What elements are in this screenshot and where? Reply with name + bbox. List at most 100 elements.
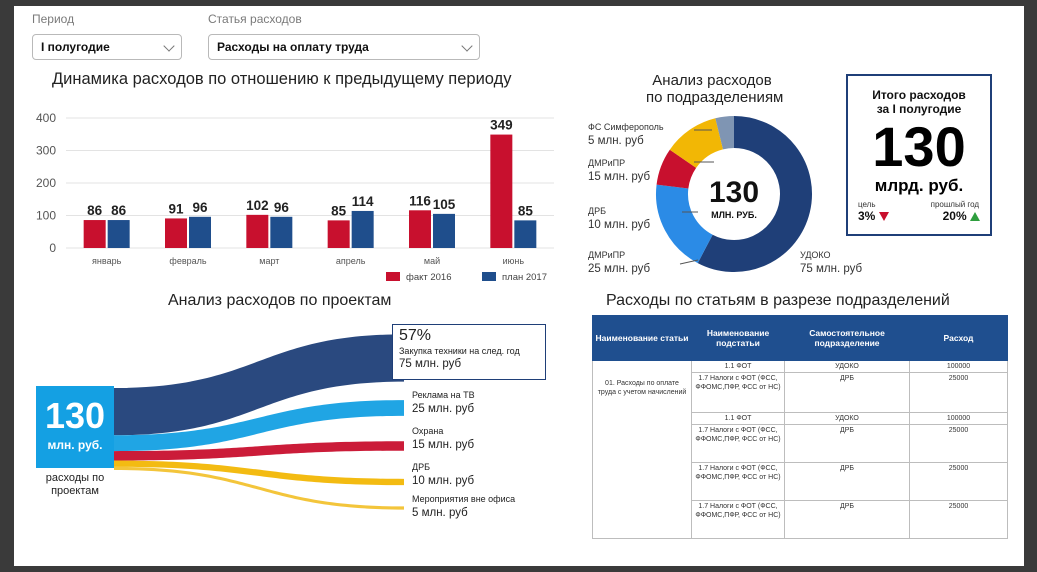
projects-total-value: 130 <box>44 395 106 436</box>
donut-label-amount: 5 млн. руб <box>588 135 644 147</box>
expense-table: Наименование статьи Наименование подстат… <box>592 315 1008 539</box>
table-cell-sub: 1.7 Налоги с ФОТ (ФСС, ФФОМС,ПФР, ФСС от… <box>691 424 785 463</box>
table-cell-sub: 1.1 ФОТ <box>691 360 785 373</box>
donut-label-amount: 25 млн. руб <box>588 263 651 275</box>
total-title-line2: за I полугодие <box>876 102 962 116</box>
period-value: I полугодие <box>41 40 110 54</box>
project-callout-0: 57% Закупка техники на след. год 75 млн.… <box>392 324 546 380</box>
period-select[interactable]: I полугодие <box>32 34 182 60</box>
bar-value-label: 105 <box>433 197 456 212</box>
table-cell-dept: ДРБ <box>784 462 910 501</box>
projects-flow-chart <box>114 334 404 510</box>
flow-band <box>114 334 404 436</box>
goal-label: цель <box>858 200 876 209</box>
arrow-up-icon <box>970 212 980 222</box>
bar-value-label: 102 <box>246 198 269 213</box>
donut-title: Анализ расходов по подразделениям <box>646 72 784 106</box>
y-tick-label: 300 <box>36 144 56 158</box>
table-cell-sub: 1.7 Налоги с ФОТ (ФСС, ФФОМС,ПФР, ФСС от… <box>691 500 785 539</box>
table-cell-amount: 25000 <box>909 424 1008 463</box>
donut-label-fs: ФС Симферополь 5 млн. руб <box>588 120 664 148</box>
bar-value-label: 86 <box>111 203 127 218</box>
goal-value: 3% <box>858 209 876 223</box>
table-cell-dept: ДРБ <box>784 500 910 539</box>
donut-label-name: ДМРиПР <box>588 158 626 168</box>
goal-indicator: цель 3% <box>858 200 889 223</box>
project-amount: 15 млн. руб <box>412 439 475 451</box>
prev-year-value: 20% <box>942 209 967 223</box>
expense-item-select[interactable]: Расходы на оплату труда <box>208 34 480 60</box>
bar-fact <box>165 218 187 248</box>
donut-slice <box>669 118 724 169</box>
bar-fact <box>246 214 269 248</box>
y-tick-label: 100 <box>36 209 56 223</box>
table-row: 1.7 Налоги с ФОТ (ФСС, ФФОМС,ПФР, ФСС от… <box>593 424 1008 463</box>
table-header: Наименование подстатьи <box>691 315 785 361</box>
donut-label-amount: 15 млн. руб <box>588 171 651 183</box>
table-row: 1.7 Налоги с ФОТ (ФСС, ФФОМС,ПФР, ФСС от… <box>593 372 1008 413</box>
legend-swatch <box>482 272 496 281</box>
table-cell-article: 01. Расходы по оплате труда с учетом нач… <box>592 360 692 539</box>
table-cell-dept: УДОКО <box>784 360 910 373</box>
table-cell-amount: 25000 <box>909 500 1008 539</box>
projects-title: Анализ расходов по проектам <box>168 292 392 309</box>
project-amount: 75 млн. руб <box>399 358 462 370</box>
arrow-down-icon <box>878 212 889 222</box>
project-amount: 25 млн. руб <box>412 403 475 415</box>
flow-band <box>114 400 404 452</box>
bar-plan <box>351 210 374 248</box>
total-title-line1: Итого расходов <box>872 88 966 102</box>
x-tick-label: февраль <box>169 256 206 266</box>
donut-title-line2: по подразделениям <box>646 89 784 106</box>
bar-fact <box>409 210 431 248</box>
donut-center-unit: МЛН. РУБ. <box>711 210 757 220</box>
table-cell-amount: 25000 <box>909 462 1008 501</box>
bar-value-label: 96 <box>274 200 290 215</box>
leader-line <box>679 259 699 265</box>
table-header-row: Наименование статьи Наименование подстат… <box>592 315 1008 361</box>
legend-label: факт 2016 <box>406 272 452 283</box>
project-name: ДРБ <box>412 462 431 472</box>
bar-plan <box>189 216 211 248</box>
table-header: Самостоятельное подразделение <box>784 315 910 361</box>
table-row: 1.7 Налоги с ФОТ (ФСС, ФФОМС,ПФР, ФСС от… <box>593 462 1008 501</box>
donut-slice <box>715 116 735 150</box>
bar-plan <box>433 213 455 248</box>
bar-plan <box>107 220 130 248</box>
x-tick-label: июнь <box>503 256 525 266</box>
y-tick-label: 0 <box>49 241 56 255</box>
bar-value-label: 96 <box>192 200 208 215</box>
project-name: Мероприятия вне офиса <box>412 494 516 504</box>
project-percent: 57% <box>399 327 432 344</box>
bar-value-label: 85 <box>331 203 347 218</box>
bar-value-label: 86 <box>87 203 103 218</box>
x-tick-label: март <box>259 256 279 266</box>
table-cell-sub: 1.7 Налоги с ФОТ (ФСС, ФФОМС,ПФР, ФСС от… <box>691 462 785 501</box>
donut-title-line1: Анализ расходов <box>652 72 772 89</box>
x-tick-label: январь <box>92 256 122 266</box>
bar-plan <box>514 220 537 248</box>
donut-label-name: ФС Симферополь <box>588 122 664 132</box>
chevron-down-icon <box>461 40 473 52</box>
projects-caption-line2: проектам <box>51 485 99 497</box>
donut-label-dmrpr-2: ДМРиПР 25 млн. руб <box>588 248 650 276</box>
bar-plan <box>270 216 293 248</box>
table-cell-amount: 100000 <box>909 412 1008 425</box>
project-label-4: Мероприятия вне офиса 5 млн. руб <box>412 492 515 520</box>
table-row: 01. Расходы по оплате труда с учетом нач… <box>592 360 1008 539</box>
bar-value-label: 91 <box>168 201 184 216</box>
donut-label-name: УДОКО <box>800 250 831 260</box>
donut-label-name: ДМРиПР <box>588 250 626 260</box>
table-title: Расходы по статьям в разрезе подразделен… <box>606 292 950 309</box>
dashboard: Период I полугодие Статья расходов Расхо… <box>14 6 1024 566</box>
table-cell-amount: 100000 <box>909 360 1008 373</box>
y-tick-label: 200 <box>36 176 56 190</box>
prev-year-indicator: прошлый год 20% <box>931 200 980 223</box>
legend-swatch <box>386 272 400 281</box>
project-amount: 10 млн. руб <box>412 475 475 487</box>
total-expenses-card: Итого расходов за I полугодие 130 млрд. … <box>846 74 992 236</box>
total-value: 130 <box>872 115 966 178</box>
donut-label-amount: 75 млн. руб <box>800 263 863 275</box>
donut-slice <box>656 184 714 264</box>
prev-year-label: прошлый год <box>930 200 980 209</box>
